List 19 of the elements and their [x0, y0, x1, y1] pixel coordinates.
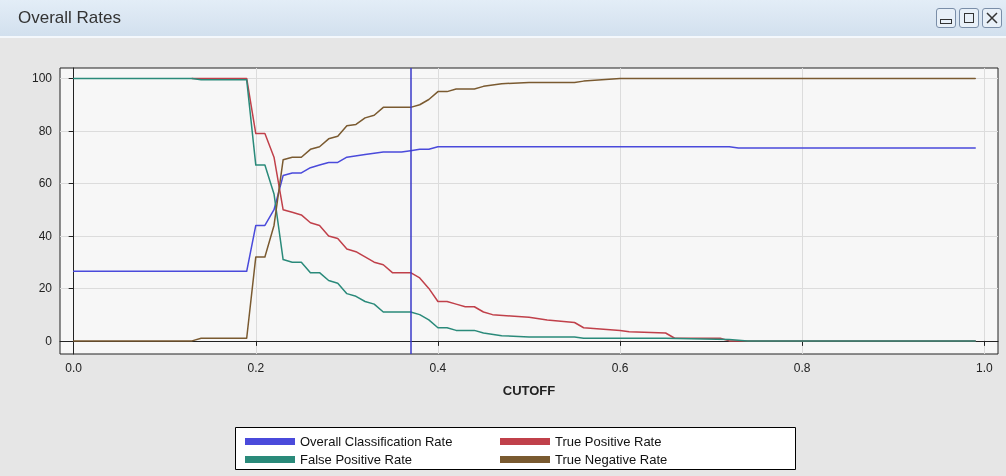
- x-tick-label: 0.0: [65, 361, 83, 375]
- x-tick-label: 0.4: [429, 361, 447, 375]
- x-tick-label: 0.6: [611, 361, 629, 375]
- y-tick-label: 80: [38, 123, 53, 138]
- legend-label: Overall Classification Rate: [300, 434, 453, 449]
- x-tick-label: 0.2: [247, 361, 265, 375]
- legend-label: True Positive Rate: [555, 434, 662, 449]
- y-tick-label: 20: [38, 281, 53, 296]
- y-tick-label: 100: [31, 71, 53, 86]
- y-tick-label: 40: [38, 228, 53, 243]
- line-series: [72, 145, 976, 273]
- y-tick-label: 0: [45, 333, 53, 348]
- x-tick-label: 1.0: [976, 361, 993, 375]
- x-axis-title: CUTOFF: [502, 383, 556, 398]
- chart-title: Overall Rates: [18, 8, 121, 28]
- y-tick-label: 60: [38, 176, 53, 191]
- x-tick-label: 0.8: [793, 361, 811, 375]
- legend-label: True Negative Rate: [555, 452, 668, 467]
- legend-label: False Positive Rate: [300, 452, 412, 467]
